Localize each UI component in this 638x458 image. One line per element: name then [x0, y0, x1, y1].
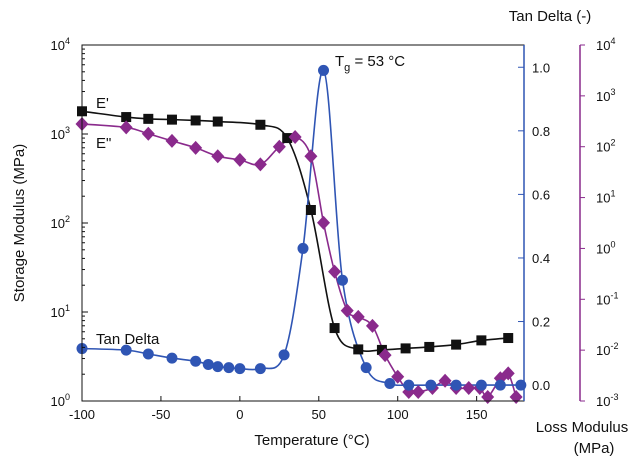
- loss-modulus-point: [328, 264, 342, 279]
- tan-delta-point: [450, 379, 462, 391]
- storage-modulus-point: [451, 339, 462, 350]
- tan-delta-point: [297, 242, 309, 254]
- loss-modulus-tick-label: 10-2: [596, 341, 618, 358]
- tan-delta-point: [318, 64, 330, 76]
- tan-delta-point: [425, 379, 437, 391]
- tan-delta-point: [202, 358, 214, 370]
- x-tick-label: 0: [236, 407, 243, 422]
- tan-delta-point: [336, 274, 348, 286]
- tan-delta-point: [120, 344, 132, 356]
- storage-modulus-point: [212, 116, 223, 127]
- storage-modulus-line: [81, 110, 509, 352]
- storage-modulus-point: [376, 344, 387, 355]
- x-tick-label: 150: [466, 407, 488, 422]
- tan-delta-tick-label: 0.8: [532, 124, 550, 139]
- storage-modulus-point: [121, 112, 132, 123]
- left-tick-label: 103: [51, 125, 70, 142]
- left-tick-label: 104: [51, 36, 70, 53]
- loss-modulus-point: [272, 139, 286, 154]
- x-tick-label: -100: [69, 407, 95, 422]
- tan-delta-label: Tan Delta: [96, 331, 160, 348]
- loss-modulus-point: [411, 385, 425, 400]
- tan-delta-point: [223, 362, 235, 374]
- loss-modulus-point: [481, 389, 495, 404]
- x-tick-label: -50: [152, 407, 171, 422]
- left-tick-label: 102: [51, 214, 70, 231]
- tan-delta-tick-label: 1.0: [532, 60, 550, 75]
- tan-delta-point: [403, 379, 415, 391]
- loss-modulus-tick-label: 102: [596, 138, 615, 155]
- loss-modulus-tick-label: 10-1: [596, 290, 618, 307]
- storage-modulus-point: [329, 323, 340, 334]
- x-axis-title: Temperature (°C): [254, 432, 369, 449]
- ticks: -100 -50 0 50 100 150 100 101 102 103 104 0.0 0.2 0.4…: [51, 36, 619, 422]
- tan-delta-axis-title: Tan Delta (-): [509, 8, 592, 25]
- storage-modulus-point: [305, 204, 316, 215]
- tan-delta-tick-label: 0.0: [532, 378, 550, 393]
- storage-modulus-point: [282, 133, 293, 144]
- tan-delta-point: [190, 355, 202, 367]
- e-double-prime-label: E": [96, 135, 111, 152]
- tan-delta-point: [254, 363, 266, 375]
- loss-modulus-point: [501, 366, 515, 381]
- tan-delta-point: [212, 361, 224, 373]
- tan-delta-point: [494, 379, 506, 391]
- e-prime-label: E': [96, 95, 109, 112]
- tan-delta-point: [360, 362, 372, 374]
- loss-modulus-point: [141, 126, 155, 141]
- storage-modulus-point: [476, 335, 487, 346]
- left-tick-label: 100: [51, 392, 70, 409]
- loss-modulus-point: [288, 130, 302, 145]
- storage-modulus-point: [400, 343, 411, 354]
- loss-modulus-tick-label: 101: [596, 189, 615, 206]
- loss-modulus-tick-label: 100: [596, 239, 615, 256]
- left-tick-label: 101: [51, 303, 70, 320]
- storage-modulus-point: [353, 344, 364, 355]
- loss-modulus-tick-label: 104: [596, 36, 615, 53]
- tan-delta-point: [475, 379, 487, 391]
- tan-delta-point: [278, 349, 290, 361]
- tan-delta-tick-label: 0.2: [532, 315, 550, 330]
- loss-modulus-tick-label: 10-3: [596, 392, 618, 409]
- loss-modulus-point: [351, 309, 365, 324]
- tan-delta-point: [166, 352, 178, 364]
- loss-modulus-point: [509, 389, 523, 404]
- loss-modulus-point: [189, 140, 203, 155]
- loss-modulus-axis-title-line1: Loss Modulus: [536, 419, 629, 436]
- tan-delta-point: [384, 378, 396, 390]
- tan-delta-tick-label: 0.4: [532, 251, 550, 266]
- tg-annotation: Tg = 53 °C: [335, 53, 405, 74]
- loss-modulus-point: [340, 303, 354, 318]
- loss-modulus-point: [317, 215, 331, 230]
- storage-modulus-point: [424, 341, 435, 352]
- loss-modulus-point: [304, 149, 318, 164]
- loss-modulus-point: [253, 157, 267, 172]
- tan-delta-point: [142, 348, 154, 360]
- loss-modulus-point: [119, 120, 133, 135]
- storage-modulus-point: [255, 119, 266, 130]
- loss-modulus-point: [378, 348, 392, 363]
- storage-modulus-point: [143, 113, 154, 124]
- loss-modulus-point: [233, 152, 247, 167]
- loss-modulus-tick-label: 103: [596, 87, 615, 104]
- loss-modulus-point: [165, 133, 179, 148]
- tan-delta-point: [234, 363, 246, 375]
- loss-modulus-point: [365, 318, 379, 333]
- loss-modulus-point: [438, 373, 452, 388]
- x-tick-label: 100: [387, 407, 409, 422]
- data-markers: [75, 64, 527, 404]
- loss-modulus-axis-title-line2: (MPa): [574, 440, 615, 457]
- left-axis-title: Storage Modulus (MPa): [11, 144, 28, 302]
- x-tick-label: 50: [312, 407, 326, 422]
- loss-modulus-point: [211, 149, 225, 164]
- storage-modulus-point: [503, 333, 514, 344]
- tan-delta-tick-label: 0.6: [532, 187, 550, 202]
- storage-modulus-point: [166, 114, 177, 125]
- storage-modulus-point: [190, 115, 201, 126]
- loss-modulus-point: [391, 369, 405, 384]
- loss-modulus-point: [462, 381, 476, 396]
